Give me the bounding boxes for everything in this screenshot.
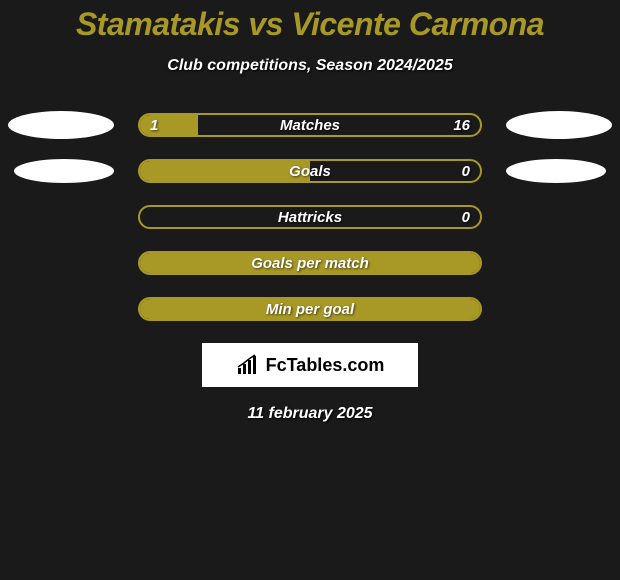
spacer [506, 203, 612, 231]
page-title: Stamatakis vs Vicente Carmona [0, 0, 620, 43]
stat-rows: 1Matches16Goals0Hattricks0Goals per matc… [0, 113, 620, 321]
stat-bar: Hattricks0 [138, 205, 482, 229]
spacer [8, 295, 114, 323]
stat-row: Min per goal [0, 297, 620, 321]
player-right-marker [506, 111, 612, 139]
comparison-infographic: Stamatakis vs Vicente Carmona Club compe… [0, 0, 620, 423]
stat-label: Goals per match [140, 253, 480, 273]
stat-right-value: 16 [453, 115, 470, 135]
stat-row: Goals0 [0, 159, 620, 183]
subtitle: Club competitions, Season 2024/2025 [0, 57, 620, 75]
stat-right-value: 0 [462, 161, 470, 181]
stat-bar: Goals0 [138, 159, 482, 183]
stat-right-value: 0 [462, 207, 470, 227]
stat-label: Goals [140, 161, 480, 181]
logo-box: FcTables.com [202, 343, 418, 387]
date-text: 11 february 2025 [0, 405, 620, 423]
stat-row: Goals per match [0, 251, 620, 275]
stat-bar: Goals per match [138, 251, 482, 275]
player-left-marker [8, 111, 114, 139]
stat-row: 1Matches16 [0, 113, 620, 137]
logo: FcTables.com [236, 354, 385, 376]
spacer [8, 249, 114, 277]
stat-row: Hattricks0 [0, 205, 620, 229]
chart-icon [236, 354, 262, 376]
stat-label: Matches [140, 115, 480, 135]
player-right-marker [506, 159, 606, 183]
stat-label: Hattricks [140, 207, 480, 227]
player-left-marker [14, 159, 114, 183]
stat-bar: Min per goal [138, 297, 482, 321]
spacer [506, 295, 612, 323]
spacer [506, 249, 612, 277]
stat-label: Min per goal [140, 299, 480, 319]
spacer [8, 203, 114, 231]
logo-text: FcTables.com [266, 355, 385, 376]
stat-bar: 1Matches16 [138, 113, 482, 137]
